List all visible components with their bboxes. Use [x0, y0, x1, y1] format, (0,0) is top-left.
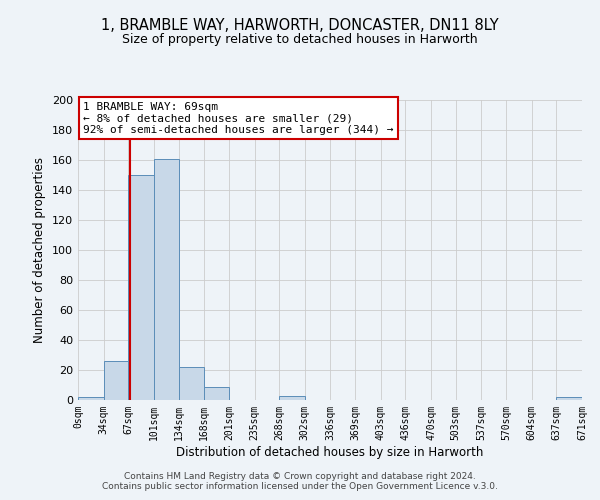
Text: 1, BRAMBLE WAY, HARWORTH, DONCASTER, DN11 8LY: 1, BRAMBLE WAY, HARWORTH, DONCASTER, DN1… [101, 18, 499, 32]
Text: Contains public sector information licensed under the Open Government Licence v.: Contains public sector information licen… [102, 482, 498, 491]
Bar [279, 396, 305, 400]
Text: Contains HM Land Registry data © Crown copyright and database right 2024.: Contains HM Land Registry data © Crown c… [124, 472, 476, 481]
X-axis label: Distribution of detached houses by size in Harworth: Distribution of detached houses by size … [176, 446, 484, 458]
Bar [204, 386, 229, 400]
Bar [556, 397, 582, 400]
Bar [179, 367, 204, 400]
Bar [128, 175, 154, 400]
Text: 1 BRAMBLE WAY: 69sqm
← 8% of detached houses are smaller (29)
92% of semi-detach: 1 BRAMBLE WAY: 69sqm ← 8% of detached ho… [83, 102, 394, 134]
Y-axis label: Number of detached properties: Number of detached properties [34, 157, 46, 343]
Bar [78, 397, 104, 400]
Bar [104, 361, 128, 400]
Text: Size of property relative to detached houses in Harworth: Size of property relative to detached ho… [122, 32, 478, 46]
Bar [154, 158, 179, 400]
